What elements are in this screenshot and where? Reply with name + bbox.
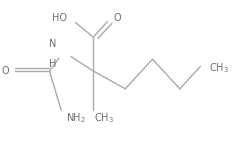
Text: O: O <box>1 66 9 76</box>
Text: CH$_3$: CH$_3$ <box>94 111 114 125</box>
Text: N: N <box>49 39 57 49</box>
Text: H: H <box>49 59 57 69</box>
Text: HO: HO <box>52 13 67 23</box>
Text: NH$_2$: NH$_2$ <box>66 111 86 125</box>
Text: O: O <box>114 13 121 23</box>
Text: CH$_3$: CH$_3$ <box>209 61 229 75</box>
